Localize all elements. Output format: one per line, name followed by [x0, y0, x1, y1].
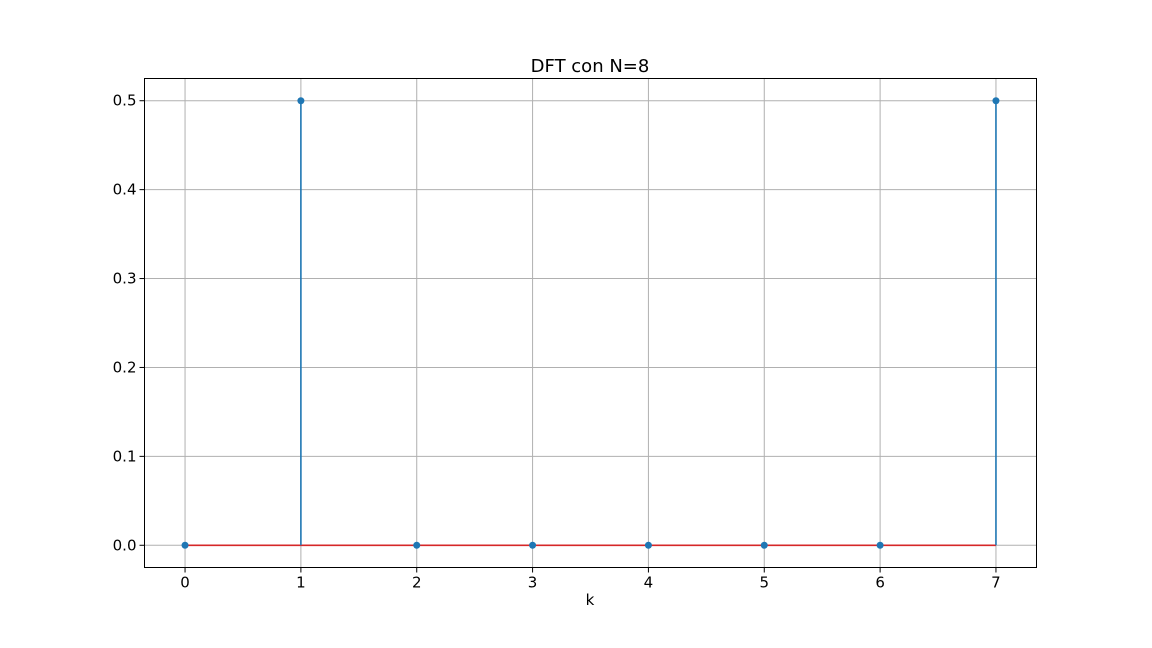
stem-marker — [876, 541, 884, 549]
y-tick-label: 0.1 — [113, 447, 137, 465]
x-tick-label: 5 — [759, 574, 769, 592]
x-axis-ticks: 0 1 2 3 4 5 6 7 — [180, 567, 1001, 592]
y-axis-ticks: 0.0 0.1 0.2 0.3 0.4 0.5 — [113, 92, 145, 554]
stem-series — [181, 97, 1000, 549]
x-tick-label: 7 — [991, 574, 1001, 592]
stem-marker — [413, 541, 421, 549]
x-tick-label: 3 — [528, 574, 538, 592]
x-tick-label: 0 — [180, 574, 190, 592]
y-tick-label: 0.2 — [113, 358, 137, 376]
plot-frame — [144, 78, 1037, 568]
y-tick-label: 0.0 — [113, 536, 137, 554]
x-tick-label: 2 — [412, 574, 422, 592]
chart-title: DFT con N=8 — [531, 56, 650, 77]
stem-marker — [644, 541, 652, 549]
stem-marker — [181, 541, 189, 549]
x-tick-label: 1 — [296, 574, 306, 592]
stem-marker — [297, 97, 305, 105]
y-tick-label: 0.4 — [113, 181, 137, 199]
x-tick-label: 6 — [875, 574, 885, 592]
x-axis-label: k — [586, 591, 595, 609]
y-tick-label: 0.5 — [113, 92, 137, 110]
y-tick-label: 0.3 — [113, 270, 137, 288]
stem-marker — [529, 541, 537, 549]
stem-marker — [992, 97, 1000, 105]
grid-lines — [144, 78, 1037, 568]
x-tick-label: 4 — [644, 574, 654, 592]
stem-marker — [760, 541, 768, 549]
